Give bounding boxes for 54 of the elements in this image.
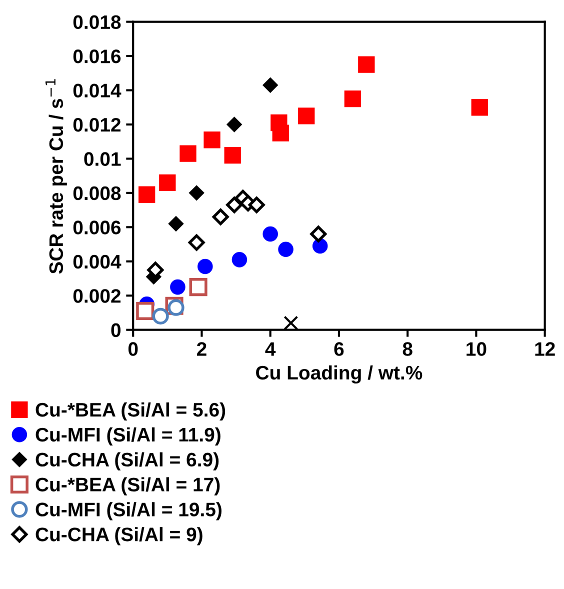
point [198, 258, 213, 274]
y-tick-label: 0.008 [73, 186, 121, 200]
x-axis-title: Cu Loading / wt.% [256, 365, 422, 384]
point [224, 146, 241, 164]
point [204, 132, 220, 148]
point [272, 124, 289, 142]
x-tick-label: 4 [265, 342, 276, 356]
point [170, 279, 186, 295]
legend-label: Cu-MFI (Si/Al = 19.5) [36, 502, 222, 520]
x-tick-label: 12 [535, 342, 555, 356]
point [358, 56, 375, 73]
point [138, 186, 156, 203]
y-tick-label: 0.006 [73, 220, 121, 234]
y-tick-label: 0.004 [73, 254, 122, 269]
legend-label: Cu-MFI (Si/Al = 11.9) [36, 427, 220, 446]
x-tick-label: 6 [334, 342, 344, 356]
x-tick-label: 0 [128, 342, 138, 356]
point [310, 226, 327, 242]
y-tick-label: 0 [111, 323, 120, 338]
legend-label: Cu-*BEA (Si/Al = 17) [36, 477, 220, 496]
point [226, 196, 243, 214]
x-tick-label: 10 [466, 342, 486, 356]
point [152, 308, 169, 324]
y-tick-label: 0.014 [73, 84, 122, 98]
point [226, 116, 242, 132]
point [180, 145, 196, 162]
y-tick-label: 0.002 [73, 289, 121, 303]
legend-label: Cu-*BEA (Si/Al = 5.6) [36, 402, 226, 421]
point [248, 196, 265, 214]
legend-label: Cu-CHA (Si/Al = 9) [36, 527, 202, 546]
point [159, 174, 176, 191]
x-tick-label: 2 [196, 342, 206, 356]
point [232, 252, 248, 268]
point [298, 108, 315, 124]
point [262, 78, 278, 93]
x-tick-label: 8 [402, 342, 412, 356]
point [168, 216, 184, 232]
legend-label: Cu-CHA (Si/Al = 6.9) [36, 452, 219, 470]
point [189, 278, 208, 296]
y-tick-label: 0.016 [73, 49, 121, 64]
y-tick-label: 0.012 [73, 118, 121, 132]
point [471, 99, 488, 116]
point [136, 302, 154, 320]
y-tick-label: 0.018 [73, 15, 121, 30]
point [344, 90, 362, 108]
point [189, 185, 204, 200]
y-axis-title: SCR rate per Cu / s$^{−1}$ [46, 79, 67, 274]
y-tick-label: 0.01 [84, 152, 121, 166]
point [278, 242, 294, 258]
point [284, 316, 298, 330]
point [312, 238, 328, 254]
point [188, 234, 205, 251]
point [262, 226, 278, 242]
point [212, 208, 229, 226]
